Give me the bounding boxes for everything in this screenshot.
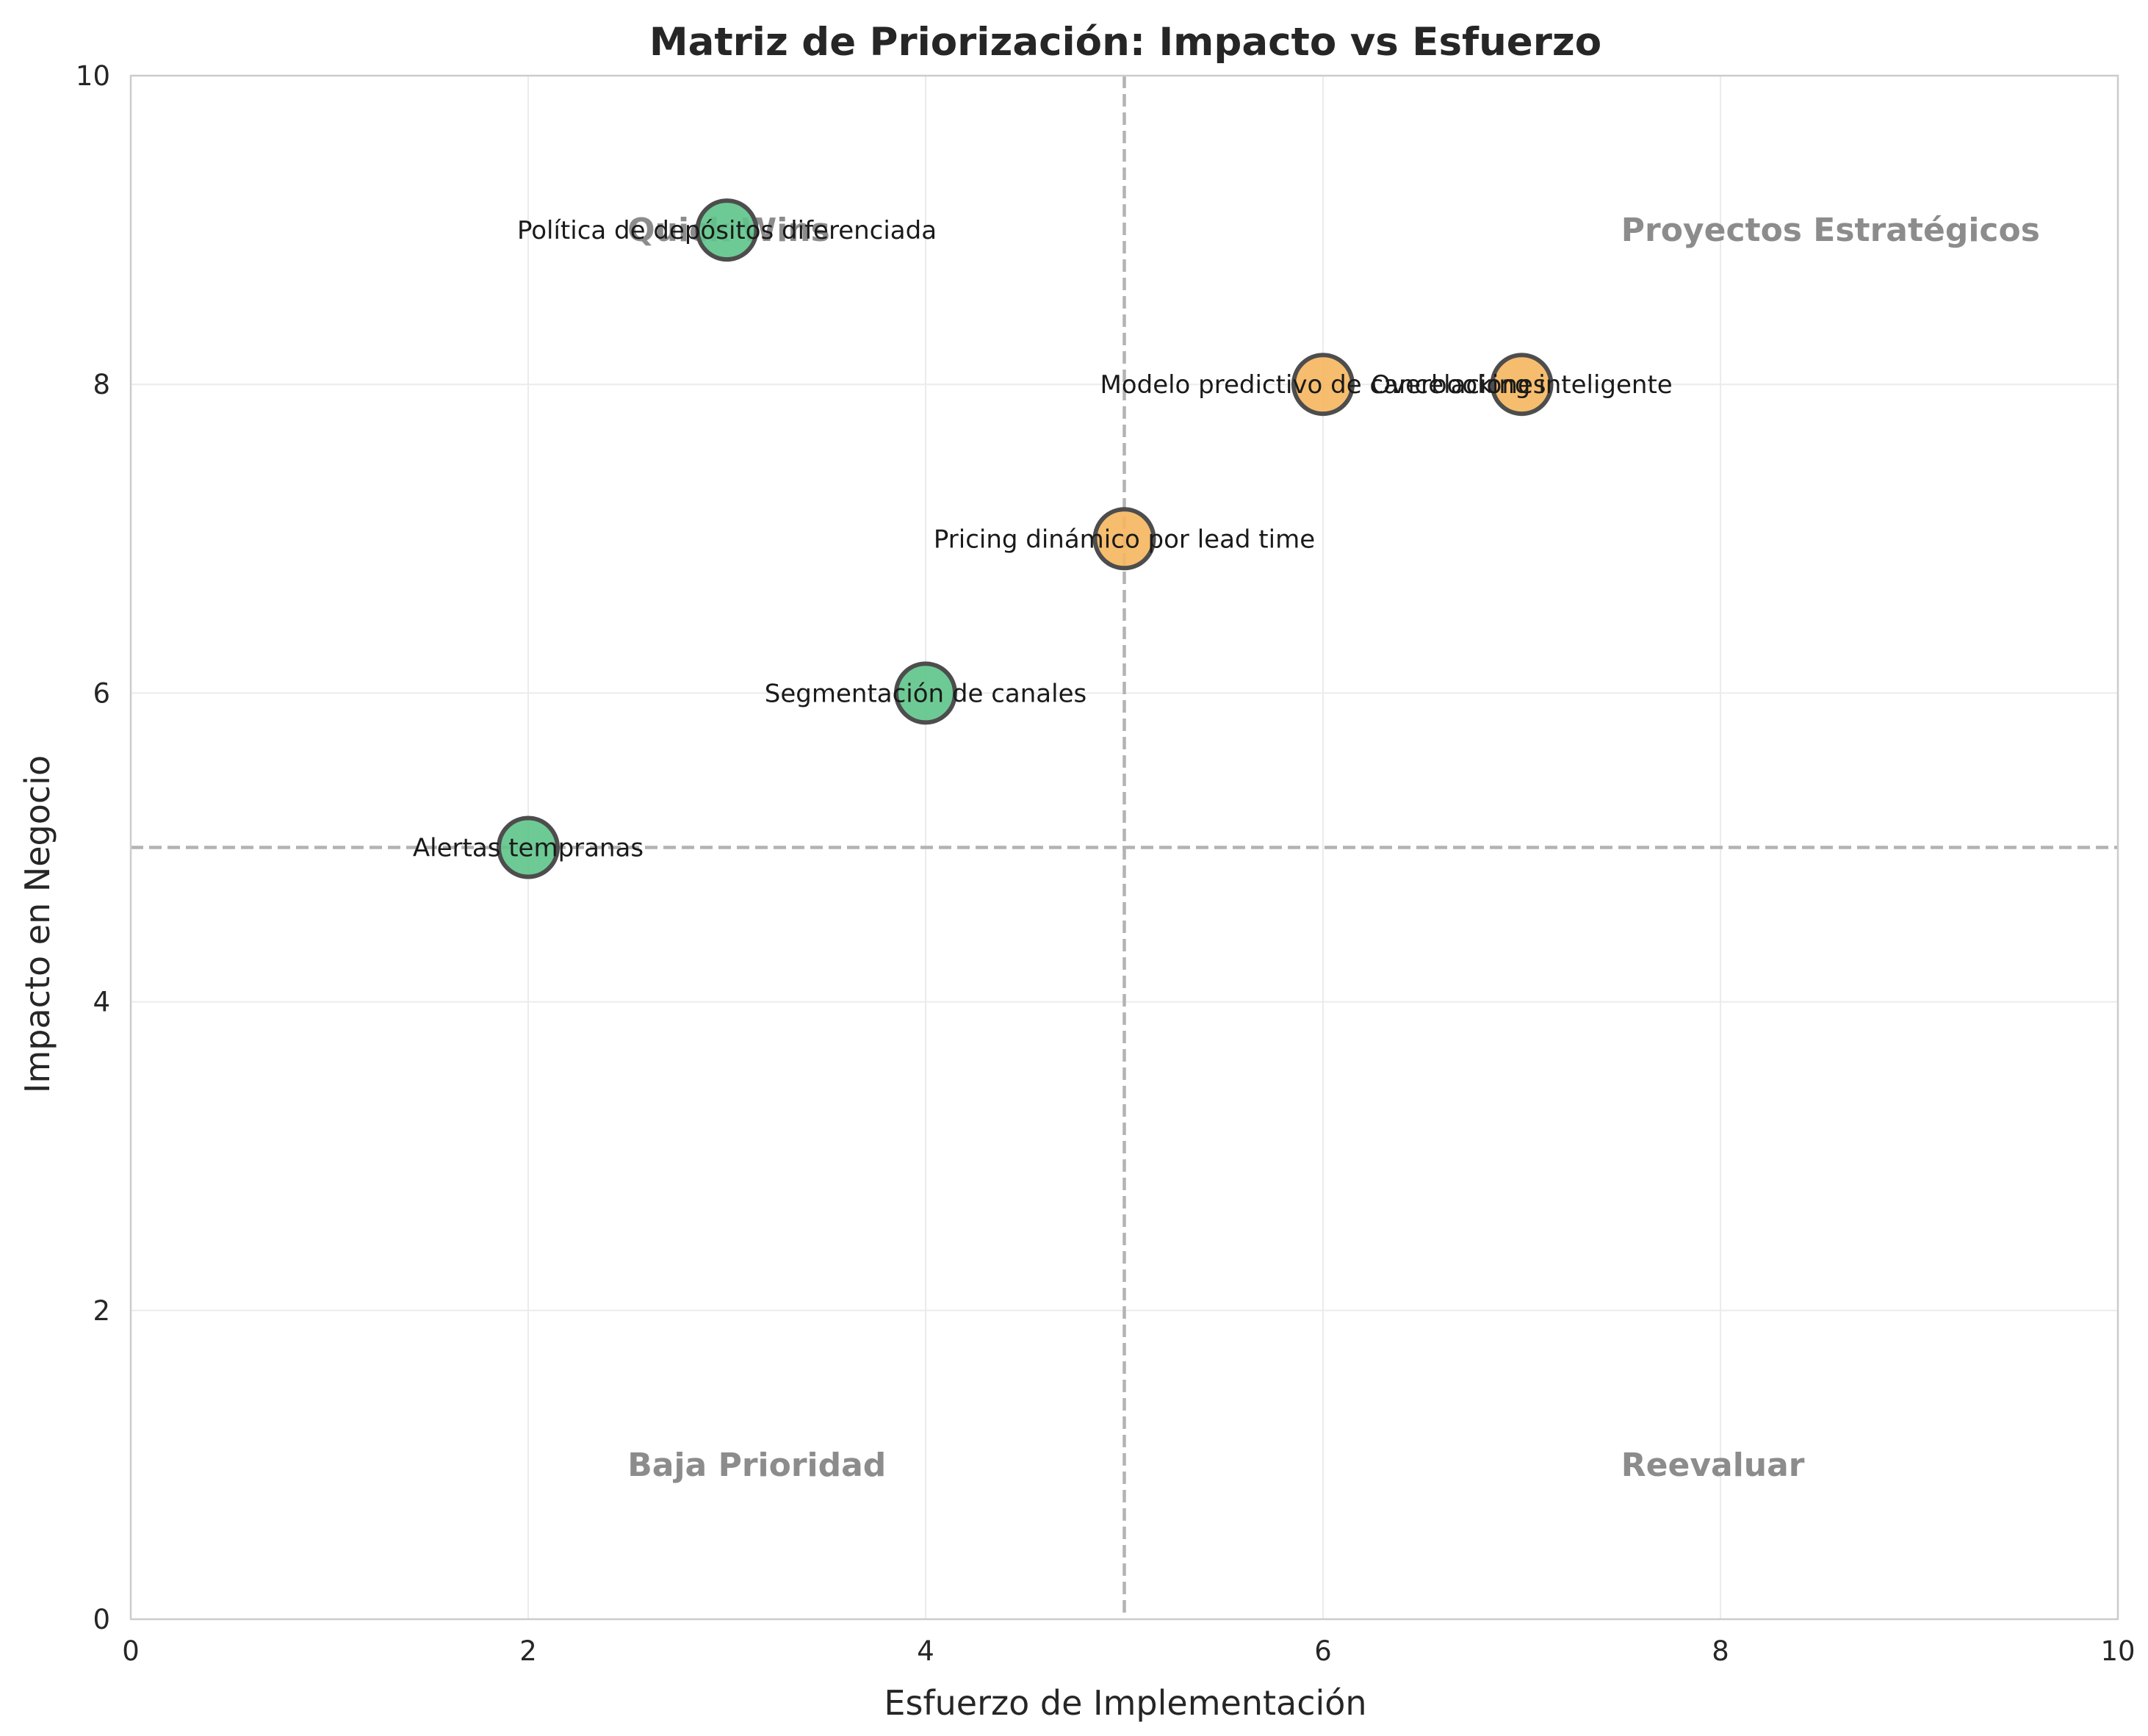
reference-lines xyxy=(131,76,2118,1619)
x-tick-labels: 0 2 4 6 8 10 xyxy=(122,1635,2135,1667)
y-tick-label: 0 xyxy=(93,1604,110,1635)
x-tick-label: 6 xyxy=(1314,1635,1332,1667)
quadrant-label: Reevaluar xyxy=(1621,1447,1805,1484)
x-tick-label: 4 xyxy=(917,1635,934,1667)
point-label: Alertas tempranas xyxy=(413,834,644,863)
point-labels: Política de depósitos diferenciada Segmen… xyxy=(413,216,1673,862)
y-axis-label: Impacto en Negocio xyxy=(18,755,57,1093)
x-tick-label: 10 xyxy=(2100,1635,2135,1667)
y-tick-label: 4 xyxy=(93,987,110,1018)
point-label: Segmentación de canales xyxy=(765,679,1086,708)
point-label: Modelo predictivo de cancelaciones xyxy=(1100,370,1546,400)
y-tick-labels: 0 2 4 6 8 10 xyxy=(76,60,110,1635)
data-point xyxy=(894,661,957,725)
data-point xyxy=(497,815,560,879)
plot-frame xyxy=(129,74,2119,1621)
data-point xyxy=(1291,353,1355,417)
chart-title: Matriz de Priorización: Impacto vs Esfue… xyxy=(649,20,1601,65)
y-tick-label: 6 xyxy=(93,677,110,709)
data-point xyxy=(1490,353,1554,417)
x-axis-label: Esfuerzo de Implementación xyxy=(884,1683,1366,1723)
point-label: Pricing dinámico por lead time xyxy=(934,525,1315,554)
point-label: Overbooking inteligente xyxy=(1371,370,1672,400)
y-tick-label: 2 xyxy=(93,1295,110,1327)
y-tick-label: 8 xyxy=(93,369,110,400)
quadrant-label: Baja Prioridad xyxy=(627,1447,886,1484)
x-tick-label: 0 xyxy=(122,1635,140,1667)
point-label: Política de depósitos diferenciada xyxy=(517,216,937,245)
y-tick-label: 10 xyxy=(76,60,110,92)
data-points xyxy=(497,198,1554,879)
x-tick-label: 2 xyxy=(519,1635,537,1667)
quadrant-label: Proyectos Estratégicos xyxy=(1621,212,2040,249)
x-tick-label: 8 xyxy=(1712,1635,1729,1667)
data-point xyxy=(1092,507,1156,571)
data-point xyxy=(695,198,759,262)
